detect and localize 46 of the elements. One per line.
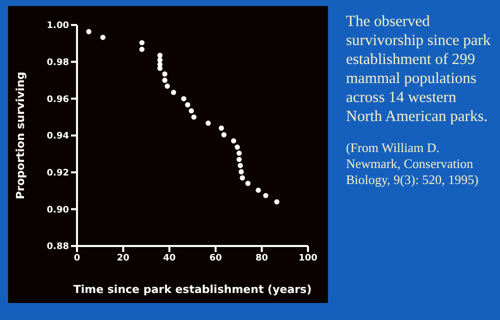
x-tick-label: 40 xyxy=(163,253,176,264)
x-tick-label: 80 xyxy=(256,253,268,264)
point xyxy=(164,84,170,89)
y-tick-label: 0.98 xyxy=(46,58,69,68)
point xyxy=(157,57,163,63)
point xyxy=(181,96,186,102)
point xyxy=(240,175,245,180)
point xyxy=(185,102,190,108)
point xyxy=(139,46,145,52)
point xyxy=(162,78,168,83)
y-tick-label: 0.94 xyxy=(46,132,69,142)
y-tick-label: 0.96 xyxy=(46,94,69,105)
point xyxy=(256,188,261,193)
point xyxy=(170,90,176,96)
text: (From William D. Newmark, Conservation Biology, 9(3): 520, 1995) xyxy=(346,140,480,188)
point xyxy=(231,138,236,144)
point xyxy=(236,150,242,156)
x-tick-label: 100 xyxy=(298,253,318,264)
y-tick-label: 0.88 xyxy=(46,242,69,252)
y-tick-label: 1.00 xyxy=(46,21,69,32)
point xyxy=(274,199,280,204)
x-axis-title: Time since park establishment (years) xyxy=(73,283,312,296)
y-axis-title: Proportion surviving xyxy=(14,72,27,200)
y-tick-label: 0.90 xyxy=(46,205,69,216)
point xyxy=(157,52,163,58)
point xyxy=(157,66,163,71)
text: The observed survivorship since park establishment of 299 mammal populations across 14 western North American parks. xyxy=(346,12,492,126)
y-tick-label: 0.92 xyxy=(46,168,69,179)
point xyxy=(236,156,242,162)
point xyxy=(238,169,244,174)
point xyxy=(245,180,251,186)
point xyxy=(191,114,196,120)
point xyxy=(206,120,211,126)
point xyxy=(86,29,92,34)
x-tick-label: 20 xyxy=(116,253,130,264)
point xyxy=(100,34,106,40)
point xyxy=(139,40,145,46)
point xyxy=(218,126,224,131)
point xyxy=(188,108,194,114)
x-tick-label: 60 xyxy=(209,253,222,264)
point xyxy=(162,71,168,77)
point xyxy=(263,192,268,198)
point xyxy=(238,162,243,168)
x-tick-label: 0 xyxy=(74,253,80,264)
point xyxy=(221,132,227,138)
point xyxy=(234,144,240,150)
